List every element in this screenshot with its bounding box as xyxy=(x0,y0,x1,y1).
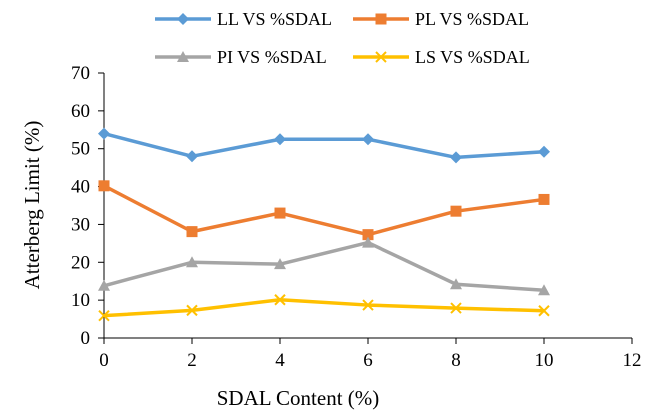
legend-item: PI VS %SDAL xyxy=(155,47,327,67)
legend-item: LS VS %SDAL xyxy=(353,47,530,67)
data-point xyxy=(274,294,286,306)
series-line xyxy=(103,298,545,318)
y-tick-label: 70 xyxy=(71,63,90,84)
legend-item: LL VS %SDAL xyxy=(155,9,332,29)
series-layer xyxy=(98,127,550,322)
data-point xyxy=(450,151,462,164)
x-tick-label: 4 xyxy=(275,350,285,371)
y-tick-label: 0 xyxy=(81,328,91,349)
legend-marker xyxy=(375,51,387,63)
data-point xyxy=(186,150,198,163)
series-1 xyxy=(98,180,550,241)
x-tick-label: 6 xyxy=(363,350,373,371)
data-point-stroke xyxy=(186,304,198,317)
data-point xyxy=(362,229,374,241)
legend-marker-stroke xyxy=(375,51,387,63)
data-point xyxy=(538,305,550,317)
data-point xyxy=(362,133,374,146)
y-tick-label: 30 xyxy=(71,214,90,235)
x-tick-label: 10 xyxy=(535,350,554,371)
data-point xyxy=(98,127,110,140)
series-3 xyxy=(98,294,550,322)
y-tick-label: 20 xyxy=(71,252,90,273)
data-point xyxy=(186,226,198,238)
data-point xyxy=(362,299,374,311)
legend-marker xyxy=(177,51,189,62)
legend-label: LL VS %SDAL xyxy=(217,9,332,29)
legend: LL VS %SDAL PL VS %SDAL PI VS %SDAL LS VS %… xyxy=(155,9,530,67)
x-tick-label: 2 xyxy=(187,350,197,371)
series-0 xyxy=(98,127,550,164)
series-line xyxy=(103,240,545,293)
data-point xyxy=(98,279,110,291)
data-point-stroke xyxy=(362,299,374,311)
data-point xyxy=(362,236,374,248)
data-point xyxy=(450,205,462,217)
x-tick-label: 8 xyxy=(451,350,461,371)
legend-label: LS VS %SDAL xyxy=(415,47,530,67)
data-point xyxy=(98,309,110,322)
x-tick-label: 12 xyxy=(623,350,642,371)
data-point-stroke xyxy=(98,309,110,322)
data-point xyxy=(98,180,110,192)
y-tick-label: 10 xyxy=(71,290,90,311)
series-line xyxy=(103,131,545,160)
y-axis-title: Atterberg Limit (%) xyxy=(20,121,44,290)
data-point xyxy=(450,278,462,290)
legend-item: PL VS %SDAL xyxy=(353,9,529,29)
data-point xyxy=(538,193,550,205)
legend-label: PL VS %SDAL xyxy=(415,9,529,29)
data-point xyxy=(186,256,198,268)
series-2 xyxy=(98,236,550,296)
data-point xyxy=(538,145,550,158)
data-point xyxy=(274,258,286,270)
x-axis: 0 2 4 6 8 10 12 xyxy=(99,337,642,371)
legend-label: PI VS %SDAL xyxy=(217,47,327,67)
data-point xyxy=(274,133,286,146)
legend-marker xyxy=(177,13,189,25)
series-line xyxy=(103,184,545,237)
data-point-stroke xyxy=(274,294,286,306)
x-axis-title: SDAL Content (%) xyxy=(217,386,380,410)
data-point-stroke xyxy=(450,302,462,314)
x-tick-label: 0 xyxy=(99,350,109,371)
y-tick-label: 50 xyxy=(71,139,90,160)
data-point xyxy=(274,207,286,219)
data-point xyxy=(538,284,550,296)
data-point-stroke xyxy=(538,305,550,317)
y-tick-label: 40 xyxy=(71,177,90,198)
data-point xyxy=(450,302,462,314)
y-axis: 0 10 20 30 40 50 60 70 xyxy=(71,63,105,349)
y-tick-label: 60 xyxy=(71,101,90,122)
data-point xyxy=(186,304,198,317)
legend-marker xyxy=(375,13,387,25)
